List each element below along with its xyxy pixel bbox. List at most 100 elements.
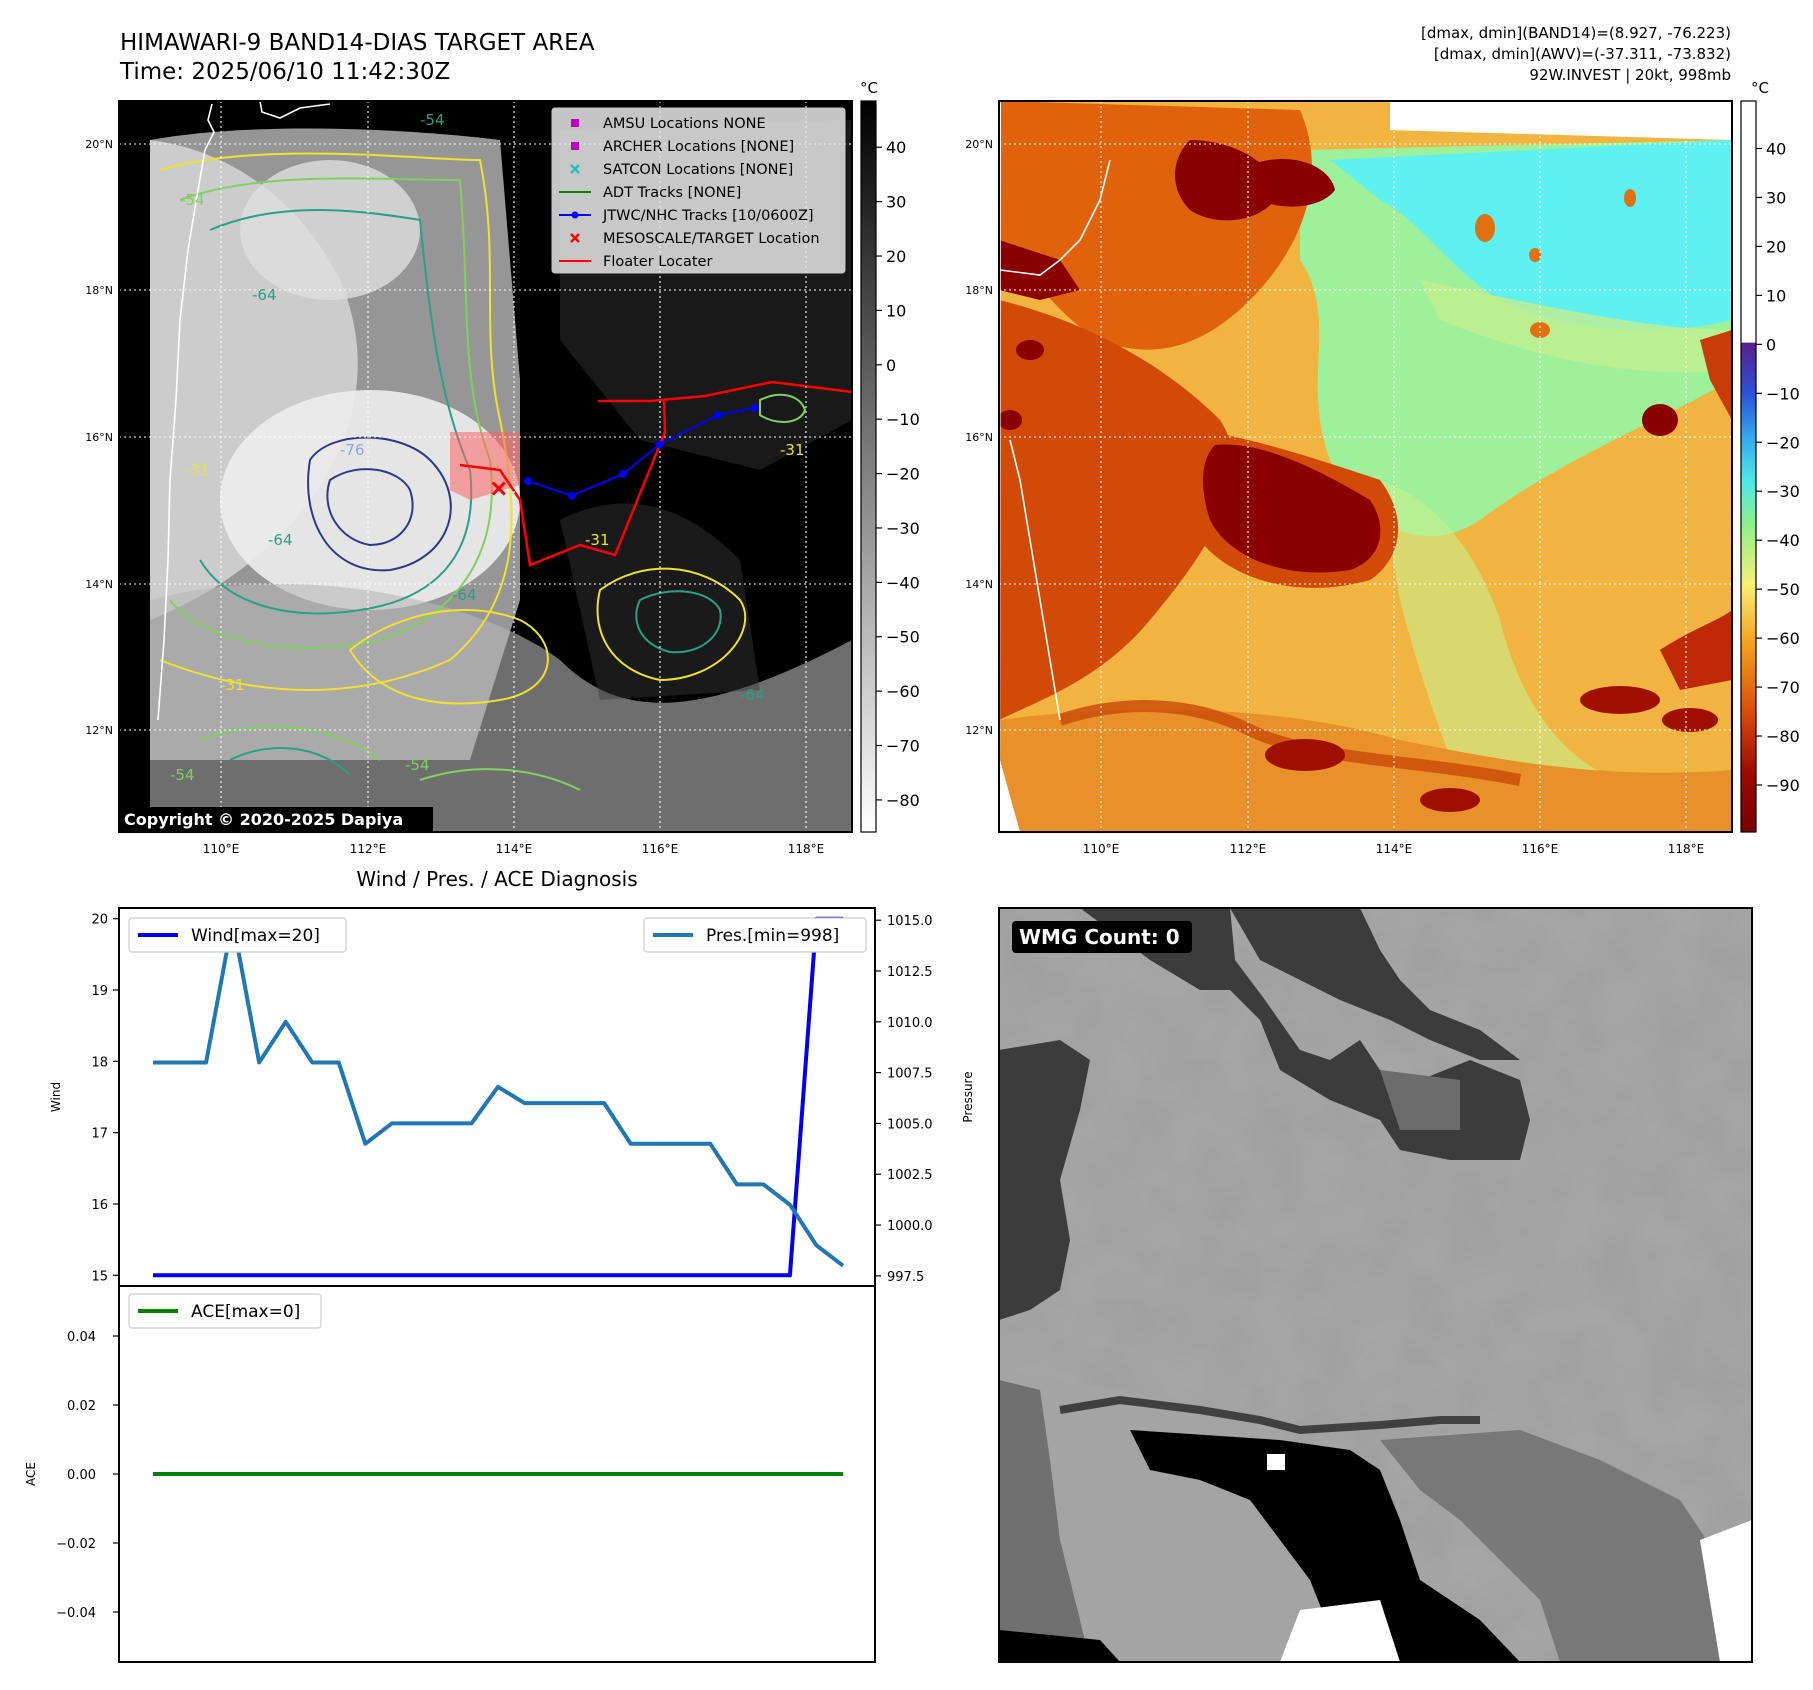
ir-lon-tick: 118°E [788, 842, 825, 856]
ir-lon-tick: 116°E [642, 842, 679, 856]
wv-lon-tick: 116°E [1522, 842, 1559, 856]
ir-contour-labels: -64 -54 -31 -76 -64 -31 -54 -64 -31 -54 -31 -64 -54 [170, 111, 805, 784]
wv-lat-tick: 14°N [965, 578, 993, 591]
ace-axis-label: ACE [24, 1462, 38, 1486]
contour-label: -54 [170, 766, 195, 784]
copyright-box [120, 807, 433, 831]
contour-label: -64 [452, 586, 477, 604]
wv-lat-tick: 18°N [965, 284, 993, 297]
jtwc-track-point [524, 477, 533, 486]
colorbar-tick-label: −50 [1766, 580, 1800, 599]
jtwc-track-point [750, 403, 759, 412]
legend-marker [570, 233, 580, 243]
wind-tick-label: 19 [91, 984, 108, 999]
copyright-text: Copyright © 2020-2025 Dapiya [124, 810, 403, 829]
wmg-count-box [1012, 921, 1192, 953]
colorbar-tick-label: −30 [886, 519, 920, 538]
colorbar-tick-label: −40 [886, 573, 920, 592]
ir-lon-tick: 110°E [203, 842, 240, 856]
wv-colorbar-unit: °C [1751, 79, 1769, 97]
contour-label: -54 [405, 756, 430, 774]
jtwc-track-point [655, 440, 664, 449]
wind-legend: Wind[max=20] [128, 917, 347, 953]
colorbar-tick-label: −80 [886, 791, 920, 810]
ir-lon-tick: 114°E [496, 842, 533, 856]
colorbar-tick-label: 20 [886, 247, 906, 266]
pressure-tick-label: 1007.5 [887, 1067, 933, 1082]
wind-axis-label: Wind [49, 1082, 63, 1112]
jtwc-track [491, 403, 759, 500]
legend-label: ARCHER Locations [NONE] [603, 139, 794, 155]
ace-legend-label: ACE[max=0] [191, 1302, 300, 1322]
info-band14: [dmax, dmin](BAND14)=(8.927, -76.223) [1421, 24, 1731, 42]
pressure-tick-label: 1000.0 [887, 1219, 933, 1234]
wv-lat-tick: 16°N [965, 431, 993, 444]
legend-marker [571, 119, 579, 127]
colorbar-tick-label: 30 [886, 193, 906, 212]
wv-map-panel [999, 101, 1732, 832]
ir-legend: AMSU Locations NONE ARCHER Locations [NON… [551, 107, 846, 274]
colorbar-tick-label: −90 [1766, 776, 1800, 795]
info-storm: 92W.INVEST | 20kt, 998mb [1529, 66, 1731, 84]
ir-lon-tick: 112°E [350, 842, 387, 856]
colorbar-tick-label: −10 [886, 410, 920, 429]
figure-time: Time: 2025/06/10 11:42:30Z [119, 59, 450, 85]
pressure-line [153, 918, 845, 1268]
wv-colorbar: °C 40 30 20 10 0 −10 −20 −30 −40 −50 −60 −70 −80 −90 [1740, 79, 1800, 833]
legend-marker [571, 142, 579, 150]
colorbar-tick-label: 40 [1766, 139, 1786, 158]
colorbar-tick-label: −20 [886, 465, 920, 484]
colorbar-tick-label: −70 [1766, 678, 1800, 697]
contour-label: -76 [340, 441, 365, 459]
wv-lon-tick: 118°E [1668, 842, 1705, 856]
contour-label: -64 [252, 286, 277, 304]
pressure-tick-label: 1010.0 [887, 1016, 933, 1031]
wind-line [153, 916, 843, 1278]
wind-tick-label: 15 [91, 1269, 108, 1284]
colorbar-tick-label: 30 [1766, 188, 1786, 207]
legend-label: MESOSCALE/TARGET Location [603, 231, 820, 247]
colorbar-tick-label: 40 [886, 138, 906, 157]
contour-label: -31 [220, 676, 245, 694]
jtwc-track-point [619, 469, 628, 478]
wind-tick-label: 20 [91, 913, 108, 928]
ir-colorbar: °C 40 30 20 10 0 −10 −20 −30 −40 −50 −60 −70 −80 [860, 79, 920, 833]
ace-tick-label: 0.00 [67, 1468, 96, 1483]
wv-map-frame [998, 100, 1733, 833]
info-awv: [dmax, dmin](AWV)=(-37.311, -73.832) [1434, 45, 1731, 63]
legend-label: AMSU Locations NONE [603, 116, 766, 132]
pressure-tick-label: 1002.5 [887, 1168, 933, 1183]
colorbar-tick-label: −70 [886, 737, 920, 756]
ace-chart: 0.04 0.02 0.00 −0.02 −0.04 ACE ACE[max=0] [24, 1285, 876, 1663]
figure-title: HIMAWARI-9 BAND14-DIAS TARGET AREA [120, 30, 595, 56]
colorbar-tick-label: 0 [1766, 335, 1776, 354]
colorbar-tick-label: −80 [1766, 727, 1800, 746]
jtwc-track-line [527, 406, 755, 497]
wind-pres-chart: 20 19 18 17 16 15 1015.0 1012.5 1010.0 1007.5 100… [49, 907, 975, 1287]
ir-colorbar-unit: °C [860, 79, 878, 97]
ir-map-frame [118, 100, 853, 833]
legend-label: Floater Locater [603, 254, 712, 270]
pres-legend: Pres.[min=998] [643, 917, 867, 953]
ace-tick-label: 0.04 [67, 1330, 96, 1345]
ir-lat-labels: 20°N 18°N 16°N 14°N 12°N [85, 138, 113, 737]
ir-lat-tick: 16°N [85, 431, 113, 444]
pressure-tick-label: 1012.5 [887, 965, 933, 980]
contour-label: -31 [780, 441, 805, 459]
wv-map-gridlines [999, 101, 1732, 832]
pressure-tick-label: 1015.0 [887, 914, 933, 929]
wind-tick-label: 18 [91, 1055, 108, 1070]
contour-label: -31 [585, 531, 610, 549]
contour-label: -54 [180, 191, 205, 209]
colorbar-tick-label: −60 [1766, 629, 1800, 648]
contour-label: -64 [268, 531, 293, 549]
legend-marker [570, 164, 580, 174]
colorbar-tick-label: −30 [1766, 482, 1800, 501]
ace-legend: ACE[max=0] [128, 1293, 322, 1329]
colorbar-tick-label: 0 [886, 356, 896, 375]
pres-legend-label: Pres.[min=998] [706, 926, 839, 946]
contour-label: -64 [740, 686, 765, 704]
colorbar-tick-label: −40 [1766, 531, 1800, 550]
wind-tick-label: 16 [91, 1198, 108, 1213]
